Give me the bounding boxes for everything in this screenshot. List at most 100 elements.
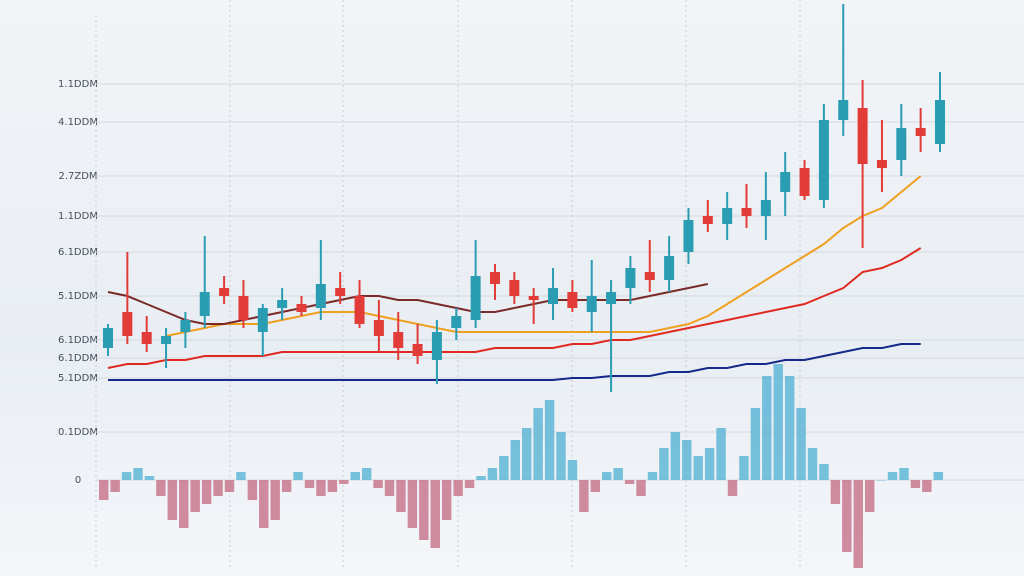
histogram-bar bbox=[933, 472, 943, 480]
histogram-bar bbox=[876, 480, 886, 481]
histogram-bar bbox=[693, 456, 703, 480]
histogram-bar bbox=[910, 480, 921, 488]
candle-body bbox=[567, 292, 578, 308]
histogram-bar bbox=[842, 480, 852, 552]
y-tick-label: 2.7ZDM bbox=[58, 171, 97, 182]
histogram-bar bbox=[201, 480, 212, 504]
y-tick-label: 0 bbox=[75, 475, 81, 486]
histogram-bar bbox=[544, 400, 555, 480]
histogram-bar bbox=[247, 480, 258, 500]
candle-body bbox=[219, 288, 230, 296]
candle-body bbox=[354, 296, 365, 324]
histogram-bar bbox=[922, 480, 932, 492]
histogram-bar bbox=[304, 480, 315, 488]
histogram-bar bbox=[556, 432, 566, 480]
ma-line bbox=[107, 283, 709, 325]
histogram-bar bbox=[773, 364, 783, 480]
candle-body bbox=[896, 128, 907, 160]
histogram-bar bbox=[624, 480, 635, 484]
candle-body bbox=[122, 312, 133, 336]
histogram-bar bbox=[133, 468, 143, 480]
histogram-bar bbox=[179, 480, 189, 528]
histogram-bar bbox=[750, 408, 761, 480]
histogram-bar bbox=[647, 472, 658, 480]
histogram-bar bbox=[339, 480, 349, 484]
ma-line bbox=[108, 343, 921, 381]
histogram-bar bbox=[579, 480, 589, 512]
candle-body bbox=[548, 288, 559, 304]
histogram-bar bbox=[99, 480, 109, 500]
histogram-bar bbox=[636, 480, 646, 496]
candle-body bbox=[644, 272, 655, 280]
y-tick-label: 1.1DDM bbox=[58, 211, 98, 222]
histogram-bar bbox=[213, 480, 223, 496]
histogram-bar bbox=[167, 480, 178, 520]
candle-body bbox=[606, 292, 617, 304]
candle-body bbox=[373, 320, 384, 336]
candle-body bbox=[296, 304, 307, 312]
histogram-bar bbox=[293, 472, 303, 480]
histogram-bar bbox=[522, 428, 532, 480]
histogram-bar bbox=[807, 448, 818, 480]
histogram-bar bbox=[487, 468, 498, 480]
candle-body bbox=[509, 280, 520, 296]
histogram-bar bbox=[796, 408, 806, 480]
candle-body bbox=[741, 208, 752, 216]
y-tick-label: 0.1DDM bbox=[58, 427, 98, 438]
y-tick-label: 5.1DDM bbox=[58, 373, 98, 384]
candle-body bbox=[470, 276, 481, 320]
histogram-bar bbox=[316, 480, 326, 496]
histogram-bar bbox=[350, 472, 360, 480]
candle-body bbox=[818, 120, 829, 200]
histogram-bar bbox=[419, 480, 429, 540]
histogram-bar bbox=[739, 456, 749, 480]
histogram-bar bbox=[567, 460, 578, 480]
candle-body bbox=[586, 296, 597, 312]
candle-body bbox=[722, 208, 733, 224]
candle-body bbox=[103, 328, 113, 348]
candle-body bbox=[838, 100, 849, 120]
candle-body bbox=[315, 284, 326, 308]
histogram-bar bbox=[361, 468, 372, 480]
histogram-bar bbox=[510, 440, 520, 480]
candle-body bbox=[664, 256, 675, 280]
candle-body bbox=[857, 108, 868, 164]
y-tick-label: 1.1DDM bbox=[58, 79, 98, 90]
histogram-bar bbox=[670, 432, 681, 480]
histogram-bar bbox=[887, 472, 898, 480]
candle-body bbox=[277, 300, 288, 308]
histogram-bar bbox=[590, 480, 601, 492]
candle-body bbox=[431, 332, 442, 360]
histogram-bar bbox=[396, 480, 406, 512]
candle-body bbox=[876, 160, 887, 168]
y-tick-label: 4.1DDM bbox=[58, 117, 98, 128]
candle-body bbox=[489, 272, 500, 284]
y-tick-label: 5.1DDM bbox=[58, 291, 98, 302]
histogram-bar bbox=[373, 480, 383, 488]
histogram-bar bbox=[659, 448, 669, 480]
candle-body bbox=[528, 296, 539, 300]
candle-body bbox=[335, 288, 346, 296]
candle-body bbox=[683, 220, 694, 252]
histogram-bar bbox=[144, 476, 155, 480]
candle-body bbox=[799, 168, 810, 196]
histogram-bar bbox=[327, 480, 338, 492]
histogram-bar bbox=[784, 376, 795, 480]
histogram-bar bbox=[441, 480, 452, 520]
histogram-bar bbox=[533, 408, 543, 480]
ma-line bbox=[107, 247, 922, 369]
candle-body bbox=[915, 128, 926, 136]
y-tick-label: 6.1DDM bbox=[58, 335, 98, 346]
histogram-bar bbox=[453, 480, 463, 496]
histogram-bar bbox=[156, 480, 166, 496]
histogram-bar bbox=[121, 472, 132, 480]
histogram-bar bbox=[407, 480, 418, 528]
histogram-bar bbox=[853, 480, 863, 568]
histogram-bar bbox=[236, 472, 246, 480]
histogram-bar bbox=[464, 480, 475, 488]
histogram-bar bbox=[259, 480, 269, 528]
candle-body bbox=[780, 172, 791, 192]
histogram-bar bbox=[682, 440, 692, 480]
